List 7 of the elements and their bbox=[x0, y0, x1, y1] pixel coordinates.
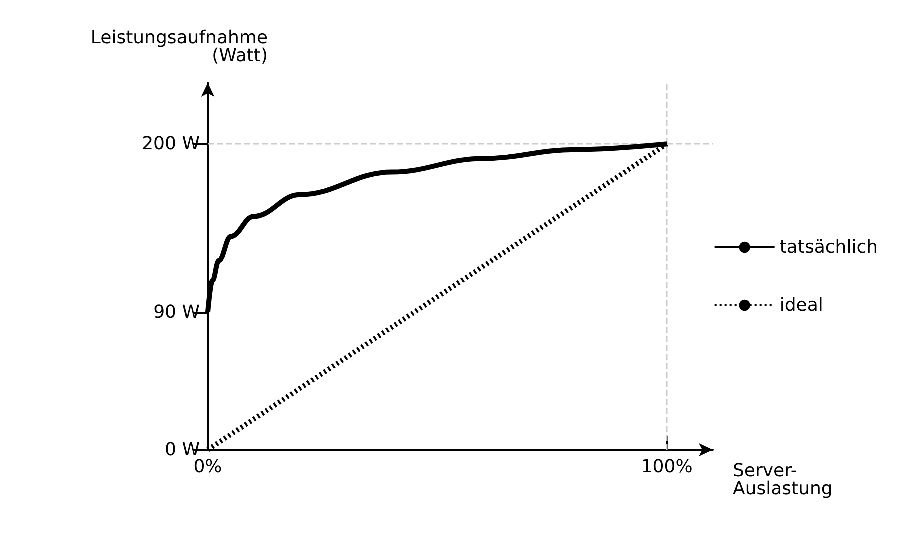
y-tick-label: 200 W bbox=[142, 134, 200, 155]
legend-label: ideal bbox=[780, 295, 824, 316]
x-axis-title: Server- Auslastung bbox=[733, 460, 833, 500]
legend-label: tatsächlich bbox=[780, 237, 878, 258]
y-tick-label: 90 W bbox=[154, 302, 200, 323]
y-axis-title: Leistungsaufnahme (Watt) bbox=[90, 28, 268, 66]
x-tick-label: 100% bbox=[641, 456, 693, 478]
